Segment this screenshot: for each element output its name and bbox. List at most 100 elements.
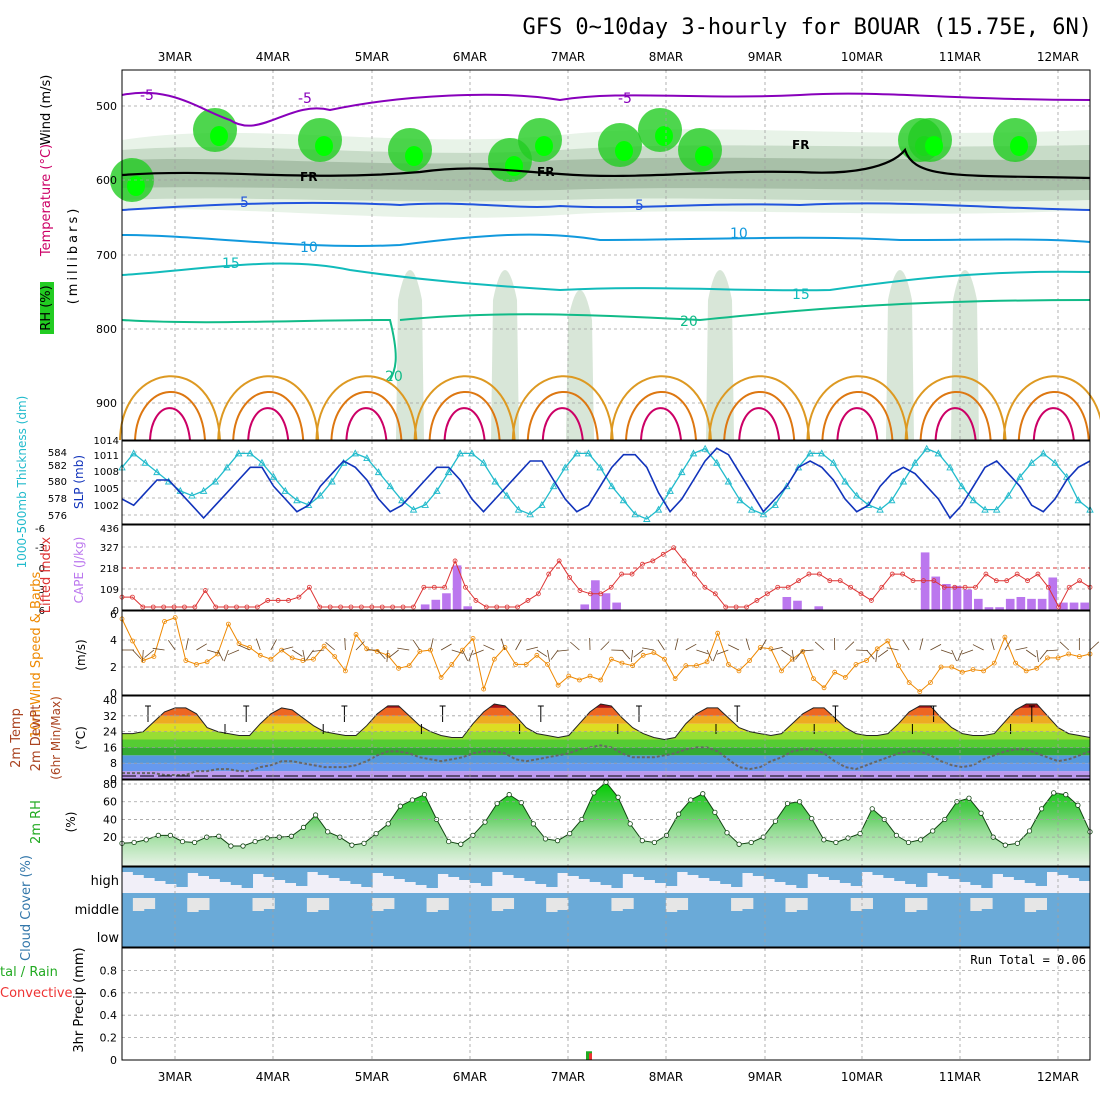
warm-dome-inner xyxy=(738,407,781,441)
rh-column xyxy=(886,270,914,440)
wind-barb xyxy=(556,649,569,652)
rh2m-marker xyxy=(482,819,488,825)
rh2m-marker xyxy=(288,833,294,839)
wind-barb xyxy=(685,643,697,651)
precip-total-rain-label: tal / Rain xyxy=(0,965,58,980)
lifted-index-marker xyxy=(1045,584,1051,590)
lifted-index-marker xyxy=(202,588,208,593)
wind-speed-marker xyxy=(311,656,316,662)
wind-speed-marker xyxy=(364,646,370,652)
warm-dome-outer xyxy=(413,375,516,441)
cloud-high-bar xyxy=(665,867,678,886)
cloud-high-bar xyxy=(1013,867,1026,880)
lifted-index-marker xyxy=(1025,578,1030,584)
cloud-high-bar xyxy=(350,867,362,884)
slp-tick: 1005 xyxy=(94,484,119,495)
freezing-label: FR xyxy=(792,138,809,152)
lifted-index-marker xyxy=(681,558,687,564)
cloud-high-bar xyxy=(807,867,819,874)
lifted-index-marker xyxy=(858,591,864,597)
date-label-top: 5MAR xyxy=(355,50,390,64)
rh2m-marker xyxy=(494,800,500,807)
thickness-marker xyxy=(852,491,861,499)
date-label-bottom: 8MAR xyxy=(649,1070,684,1084)
rh2m-marker xyxy=(349,842,355,848)
thickness-marker xyxy=(724,477,733,485)
wind-speed-marker xyxy=(396,665,401,671)
thickness-marker xyxy=(899,477,908,485)
cloud-high-bar xyxy=(981,867,993,888)
cape-bar xyxy=(1037,598,1047,610)
date-label-top: 12MAR xyxy=(1037,50,1079,64)
rh2m-marker xyxy=(893,832,900,838)
wind-speed-marker xyxy=(1013,660,1018,666)
lifted-index-marker xyxy=(379,604,385,610)
thickness-marker xyxy=(759,510,768,518)
warm-dome-inner xyxy=(934,407,977,441)
wind-barb xyxy=(674,638,679,651)
wind-speed-marker xyxy=(991,660,997,666)
cloud-high-bar xyxy=(785,867,797,885)
upper-air-panel: FR FR FR -5 -5 -5 5 5 10 10 15 15 20 20 500 600 700 800 90… xyxy=(39,69,1100,441)
rh2m-panel: 80 60 40 20 2m RH (%) xyxy=(29,778,1093,867)
wind-speed-marker xyxy=(332,654,338,659)
rh2m-marker xyxy=(627,821,633,827)
lifted-index-marker xyxy=(421,584,427,590)
cloud-high-bar xyxy=(1079,867,1091,881)
contour-15 xyxy=(121,262,1091,292)
thickness-tick: 582 xyxy=(48,461,67,472)
wind-barb xyxy=(795,649,804,660)
wind-speed-marker xyxy=(587,673,593,679)
lifted-index-marker xyxy=(952,584,958,590)
wind-speed-marker xyxy=(449,662,455,667)
wind-barb xyxy=(500,638,506,651)
wind-barb xyxy=(472,649,484,655)
date-label-bottom: 3MAR xyxy=(158,1070,193,1084)
wind-speed-marker xyxy=(906,680,912,685)
rh2m-marker xyxy=(252,838,258,845)
rh2m-marker xyxy=(1075,802,1081,808)
cloud-high-bar xyxy=(328,867,341,878)
warm-dome-outer xyxy=(806,375,909,441)
lifted-index-marker xyxy=(296,594,302,600)
thickness-marker xyxy=(922,444,931,452)
rh2m-marker xyxy=(615,794,621,800)
wind-frame xyxy=(121,610,1091,696)
cape-bar xyxy=(814,606,824,610)
cloud-high-bar xyxy=(796,867,808,888)
wind-barb xyxy=(142,649,144,662)
thickness-marker xyxy=(631,510,639,518)
precip-tick: 0 xyxy=(110,1054,117,1067)
wind-barb xyxy=(547,649,550,662)
wind-speed-marker xyxy=(789,656,795,662)
wind-speed-marker xyxy=(491,656,497,662)
cape-tick: 109 xyxy=(100,585,119,596)
slp-tick: 1011 xyxy=(94,451,119,462)
cloud-frame xyxy=(121,866,1091,948)
thickness-marker xyxy=(969,496,978,504)
cape-bar xyxy=(591,580,600,610)
wind-speed-marker xyxy=(438,675,444,680)
lifted-index-marker xyxy=(806,571,812,577)
date-label-bottom: 9MAR xyxy=(748,1070,783,1084)
cloud-high-bar xyxy=(622,867,634,874)
cloud-high-bar xyxy=(524,867,536,881)
wind-speed-marker xyxy=(225,621,231,627)
thickness-marker xyxy=(981,505,989,513)
wind-speed-marker xyxy=(715,630,721,636)
tick-label: 500 xyxy=(96,100,117,113)
rh-tick: 40 xyxy=(103,813,117,826)
contour-minus5-label: -5 xyxy=(298,91,312,107)
lifted-index-marker xyxy=(889,571,895,577)
warm-dome-inner xyxy=(443,407,486,441)
slp-line xyxy=(121,447,1091,520)
cape-bar xyxy=(601,593,611,610)
wind-barb xyxy=(621,649,631,660)
cloud-middle-gap xyxy=(665,898,678,912)
slp-tick: 1002 xyxy=(94,501,119,512)
rh2m-marker xyxy=(361,840,367,846)
thickness-marker xyxy=(678,468,686,476)
lifted-index-marker xyxy=(317,604,323,610)
cloud-middle-gap xyxy=(981,898,993,909)
cloud-high-label: high xyxy=(91,874,119,889)
